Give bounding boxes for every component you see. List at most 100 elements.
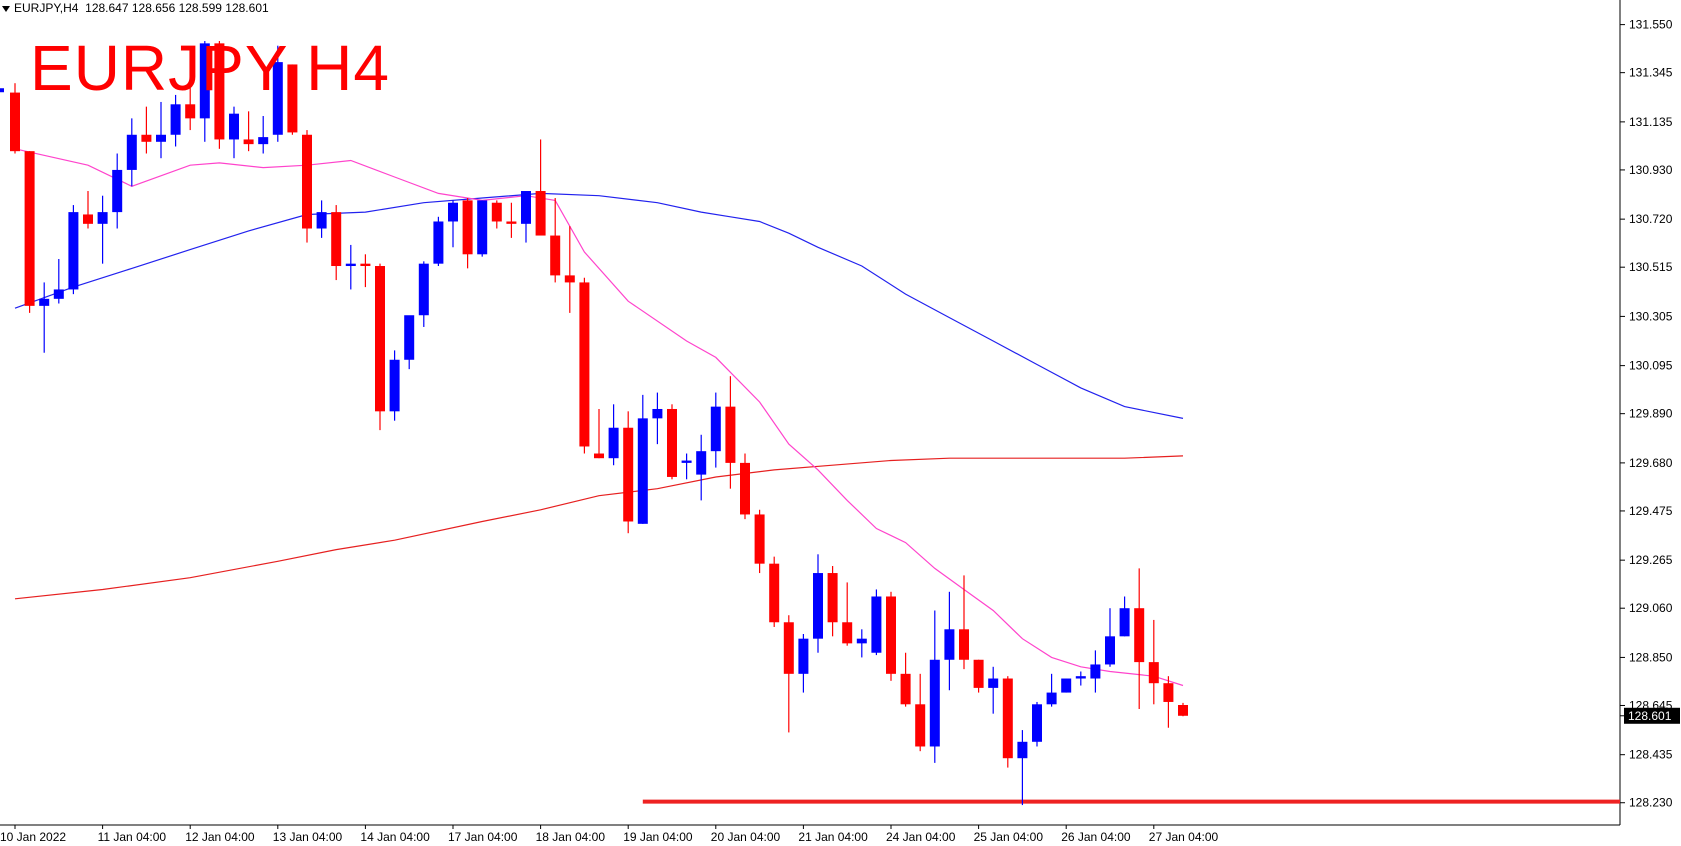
candle-body xyxy=(579,282,590,447)
candle-body xyxy=(871,596,882,653)
candle-body xyxy=(1017,741,1028,759)
candle-body xyxy=(900,673,911,705)
candle-body xyxy=(652,408,663,419)
candle-body xyxy=(1090,664,1101,679)
price-tick-label: 128.850 xyxy=(1629,650,1673,664)
candle-body xyxy=(623,427,634,522)
price-tick-label: 128.435 xyxy=(1629,748,1673,762)
candle-body xyxy=(10,92,20,152)
candle-body xyxy=(1075,676,1086,679)
price-tick-label: 131.345 xyxy=(1629,66,1673,80)
price-tick-label: 129.680 xyxy=(1629,456,1673,470)
ma-slow-line xyxy=(14,455,1184,600)
ohlc-readout: 128.647 128.656 128.599 128.601 xyxy=(85,1,269,15)
candle-body xyxy=(156,134,166,142)
candle-body xyxy=(637,418,648,524)
candle-body xyxy=(214,43,225,140)
current-price-label: 128.601 xyxy=(1628,709,1672,723)
candle-body xyxy=(185,104,196,119)
candle-body xyxy=(740,462,750,515)
candle-body xyxy=(1148,662,1159,684)
time-tick-label: 10 Jan 2022 xyxy=(0,830,66,844)
candle-body xyxy=(404,315,415,360)
candle-body xyxy=(141,134,152,142)
candle-body xyxy=(316,212,327,229)
price-tick-label: 130.305 xyxy=(1629,309,1673,323)
candle-body xyxy=(944,629,955,660)
candle-body xyxy=(258,137,269,145)
overlay-symbol-label: EURJPY H4 xyxy=(30,32,390,104)
candle-body xyxy=(331,212,342,267)
price-tick-label: 129.060 xyxy=(1629,601,1673,615)
candle-body xyxy=(1178,705,1188,716)
chart-axes xyxy=(0,0,1621,826)
candle-body xyxy=(243,139,254,145)
candle-body xyxy=(681,460,692,463)
candle-body xyxy=(39,298,50,306)
candle-body xyxy=(287,64,298,133)
candle-body xyxy=(433,221,444,264)
time-tick-label: 17 Jan 04:00 xyxy=(448,830,518,844)
candle-body xyxy=(199,43,210,119)
time-tick-label: 11 Jan 04:00 xyxy=(98,830,167,844)
time-tick-label: 12 Jan 04:00 xyxy=(185,830,255,844)
symbol-label: EURJPY,H4 xyxy=(14,1,79,15)
time-tick-label: 26 Jan 04:00 xyxy=(1061,830,1131,844)
candle-body xyxy=(126,134,137,170)
candle-body xyxy=(842,622,853,644)
time-tick-label: 14 Jan 04:00 xyxy=(360,830,430,844)
candle-body xyxy=(973,659,984,688)
price-tick-label: 129.890 xyxy=(1629,407,1673,421)
candle-body xyxy=(1134,608,1145,663)
price-tick-label: 128.230 xyxy=(1629,796,1673,810)
candle-body xyxy=(1105,636,1115,665)
left-edge-marker xyxy=(0,88,4,93)
candle-body xyxy=(389,359,400,412)
candle-body xyxy=(112,169,123,213)
candle-body xyxy=(594,453,604,459)
candle-body xyxy=(754,514,765,564)
candle-body xyxy=(24,151,35,306)
ma-medium-line xyxy=(14,192,1184,419)
dropdown-triangle-icon[interactable] xyxy=(2,5,10,12)
candle-body xyxy=(783,622,794,674)
price-tick-label: 129.475 xyxy=(1629,504,1673,518)
candle-body xyxy=(535,191,546,236)
candle-body xyxy=(1046,692,1057,705)
candle-body xyxy=(418,263,429,316)
candle-body xyxy=(915,704,926,747)
candle-body xyxy=(302,134,312,229)
candle-body xyxy=(959,629,969,660)
candle-body xyxy=(97,212,108,224)
price-tick-label: 130.720 xyxy=(1629,212,1673,226)
candle-body xyxy=(667,408,677,477)
time-tick-label: 19 Jan 04:00 xyxy=(623,830,693,844)
price-tick-label: 130.515 xyxy=(1629,260,1673,274)
ma-fast-line xyxy=(14,148,1184,687)
time-axis: 10 Jan 2022 11 Jan 04:00 12 Jan 04:00 13 Ja… xyxy=(0,825,1219,844)
candle-body xyxy=(1002,678,1013,759)
candle-body xyxy=(272,62,283,135)
candle-body xyxy=(491,202,502,222)
time-tick-label: 25 Jan 04:00 xyxy=(974,830,1044,844)
time-tick-label: 27 Jan 04:00 xyxy=(1149,830,1219,844)
candle-body xyxy=(462,200,473,255)
candle-body xyxy=(521,191,531,224)
candle-body xyxy=(477,200,488,255)
candle-body xyxy=(856,638,867,644)
candle-body xyxy=(170,104,181,135)
candle-body xyxy=(929,659,940,747)
candle-body xyxy=(375,266,385,412)
candles xyxy=(0,41,1188,806)
time-tick-label: 20 Jan 04:00 xyxy=(711,830,781,844)
price-axis: 131.550 131.345 131.135 130.930 130.720 130.5… xyxy=(1620,18,1680,810)
price-tick-label: 131.550 xyxy=(1629,18,1673,32)
candle-body xyxy=(68,212,79,290)
candle-body xyxy=(725,406,736,463)
candle-body xyxy=(1032,704,1042,742)
price-tick-label: 129.265 xyxy=(1629,553,1673,567)
candle-body xyxy=(1119,608,1130,637)
candle-body xyxy=(506,221,517,224)
candle-body xyxy=(564,275,575,283)
